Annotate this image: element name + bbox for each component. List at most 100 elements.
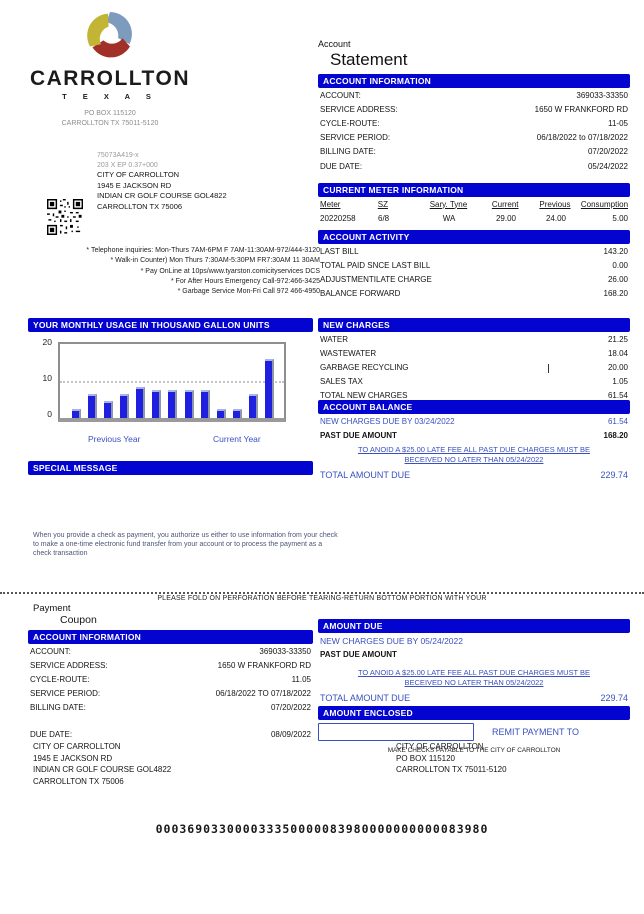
remit-to-address: CITY OF CARROLLTON PO BOX 115120 CARROLL… <box>396 742 507 774</box>
usage-bar <box>104 401 114 418</box>
coupon-new-charges-due-label: NEW CHARGES DUE BY 05/24/2022 <box>320 636 463 646</box>
usage-bar <box>184 390 194 418</box>
coupon-account-info-header: ACCOUNT INFORMATION <box>28 630 313 644</box>
new-charges-header: NEW CHARGES <box>318 318 630 332</box>
account-activity-section: ACCOUNT ACTIVITY LAST BILL 143.20 TOTAL … <box>318 230 630 301</box>
current-meter-header: CURRENT METER INFORMATION <box>318 183 630 197</box>
usage-bar <box>88 393 98 418</box>
meter-table-header: Meter SZ Sary. Tyne Current Previous Con… <box>320 199 629 209</box>
coupon-account-row: ACCOUNT: 369033-33350 <box>30 646 311 656</box>
usage-chart-title: YOUR MONTHLY USAGE IN THOUSAND GALLON UN… <box>28 318 313 332</box>
gridline-10 <box>60 381 284 383</box>
current-year-label: Current Year <box>213 434 261 444</box>
water-row: WATER 21.25 <box>320 334 628 344</box>
service-period-row: SERVICE PERIOD: 06/18/2022 to 07/18/2022 <box>320 133 628 143</box>
past-due-row: PAST DUE AMOUNT 168.20 <box>320 430 628 440</box>
coupon-title: Coupon <box>60 614 97 626</box>
coupon-late-fee-notice: TO ANOID A $25.00 LATE FEE ALL PAST DUE … <box>357 668 591 687</box>
new-charges-due-row: NEW CHARGES DUE BY 03/24/2022 61.54 <box>320 416 628 426</box>
coupon-cycle-route-row: CYCLE-ROUTE: 11.05 <box>30 674 311 684</box>
cycle-route-row: CYCLE-ROUTE: 11-05 <box>320 118 628 128</box>
garbage-recycling-row: GARBAGE RECYCLING 20.00 <box>320 362 628 372</box>
check-payment-notice: When you provide a check as payment, you… <box>33 532 338 557</box>
customer-mailing-address: 75073A419-x 203 X EP 0.37+000 CITY OF CA… <box>97 151 317 212</box>
total-paid-row: TOTAL PAID SNCE LAST BILL 0.00 <box>320 260 628 270</box>
usage-bar <box>72 408 81 418</box>
total-amount-due-row: TOTAL AMOUNT DUE 229.74 <box>320 470 628 481</box>
usage-chart-bars <box>60 344 284 418</box>
usage-chart-xlabels: Previous Year Current Year <box>28 434 313 448</box>
special-message-header: SPECIAL MESSAGE <box>28 461 313 475</box>
usage-chart: 20 10 0 <box>43 337 286 422</box>
amount-enclosed-header: AMOUNT ENCLOSED <box>318 706 630 720</box>
usage-bar <box>136 386 146 418</box>
current-meter-section: CURRENT METER INFORMATION Meter SZ Sary.… <box>318 183 630 225</box>
ytick-20: 20 <box>42 337 52 347</box>
ocr-scan-line: 0003690330000333500000839800000000000839… <box>155 822 489 836</box>
amount-due-header: AMOUNT DUE <box>318 619 630 633</box>
coupon-service-address-row: SERVICE ADDRESS: 1650 W FRANKFORD RD <box>30 660 311 670</box>
previous-year-label: Previous Year <box>88 434 141 444</box>
sales-tax-row: SALES TAX 1.05 <box>320 377 628 387</box>
ytick-0: 0 <box>47 409 52 419</box>
usage-bar <box>248 393 258 418</box>
perforation-fold-line: PLEASE FOLD ON PERFORATION BEFORE TEARIN… <box>0 592 644 602</box>
payment-title: Payment <box>33 603 71 614</box>
coupon-account-info-section: ACCOUNT INFORMATION ACCOUNT: 369033-3335… <box>28 630 313 741</box>
meter-table-row: 20220258 6/8 WA 29.00 24.00 5.00 <box>320 213 628 223</box>
qr-code <box>47 199 83 235</box>
account-activity-header: ACCOUNT ACTIVITY <box>318 230 630 244</box>
amount-enclosed-row: REMIT PAYMENT TO <box>318 723 630 741</box>
mail-code-2: 203 X EP 0.37+000 <box>97 161 158 169</box>
usage-bar <box>216 408 226 418</box>
remit-payment-to-label: REMIT PAYMENT TO <box>492 727 580 737</box>
coupon-service-period-row: SERVICE PERIOD: 06/18/2022 TO 07/18/2022 <box>30 689 311 699</box>
make-checks-payable-note: MAKE CHECKS PAYABLE TO THE CITY OF CARRO… <box>387 747 561 754</box>
total-new-charges-row: TOTAL NEW CHARGES 61.54 <box>320 391 628 401</box>
mail-code-1: 75073A419-x <box>97 152 139 159</box>
utility-return-address: PO BOX 115120 CARROLLTON TX 75011-5120 <box>61 110 159 127</box>
amount-enclosed-input[interactable] <box>318 723 474 741</box>
brand-subtitle: T E X A S <box>62 92 158 101</box>
pinwheel-logo-icon <box>87 12 132 58</box>
usage-bar <box>168 390 178 418</box>
usage-bar <box>152 390 162 418</box>
text-cursor-artifact <box>548 364 549 373</box>
coupon-total-amount-due-row: TOTAL AMOUNT DUE 229.74 <box>320 693 628 703</box>
billing-date-row: BILLING DATE: 07/20/2022 <box>320 147 628 157</box>
account-balance-section: ACCOUNT BALANCE NEW CHARGES DUE BY 03/24… <box>318 400 630 483</box>
monthly-usage-section: YOUR MONTHLY USAGE IN THOUSAND GALLON UN… <box>28 318 313 448</box>
usage-bar <box>120 393 130 418</box>
ytick-10: 10 <box>42 373 52 383</box>
brand-name: CARROLLTON <box>29 67 191 90</box>
account-balance-header: ACCOUNT BALANCE <box>318 400 630 414</box>
last-bill-row: LAST BILL 143.20 <box>320 246 628 256</box>
coupon-customer-address: CITY OF CARROLLTON 1945 E JACKSON RD IND… <box>33 742 172 786</box>
coupon-due-date-row: DUE DATE: 08/09/2022 <box>30 729 311 739</box>
usage-bar <box>264 358 274 418</box>
coupon-amount-due-section: AMOUNT DUE NEW CHARGES DUE BY 05/24/2022… <box>318 619 630 754</box>
due-date-row: DUE DATE: 05/24/2022 <box>320 161 628 171</box>
perforation-instruction: PLEASE FOLD ON PERFORATION BEFORE TEARIN… <box>157 595 487 602</box>
balance-forward-row: BALANCE FORWARD 168.20 <box>320 289 628 299</box>
adjustment-row: ADJUSTMENTILATE CHARGE 26.00 <box>320 274 628 284</box>
account-row: ACCOUNT: 369033-33350 <box>320 90 628 100</box>
account-information-header: ACCOUNT INFORMATION <box>318 74 630 88</box>
wastewater-row: WASTEWATER 18.04 <box>320 348 628 358</box>
page-title: Statement <box>330 50 408 69</box>
usage-chart-plot <box>58 342 286 422</box>
new-charges-section: NEW CHARGES WATER 21.25 WASTEWATER 18.04… <box>318 318 630 403</box>
usage-bar <box>200 390 210 418</box>
usage-bar <box>232 408 242 418</box>
city-logo-block: CARROLLTON T E X A S PO BOX 115120 CARRO… <box>15 10 205 128</box>
contact-info-lines: * Telephone inquiries: Mon-Thurs 7AM-6PM… <box>86 247 320 296</box>
coupon-past-due-label: PAST DUE AMOUNT <box>320 650 397 659</box>
service-address-row: SERVICE ADDRESS: 1650 W FRANKFORD RD <box>320 104 628 114</box>
coupon-billing-date-row: BILLING DATE: 07/20/2022 <box>30 703 311 713</box>
late-fee-notice: TO ANOID A $25.00 LATE FEE ALL PAST DUE … <box>357 445 591 464</box>
statement-column: Account Statement ACCOUNT INFORMATION AC… <box>318 39 630 173</box>
special-message-section: SPECIAL MESSAGE <box>28 461 313 475</box>
dotted-tear-line <box>0 592 644 594</box>
statement-kicker: Account <box>318 39 351 49</box>
